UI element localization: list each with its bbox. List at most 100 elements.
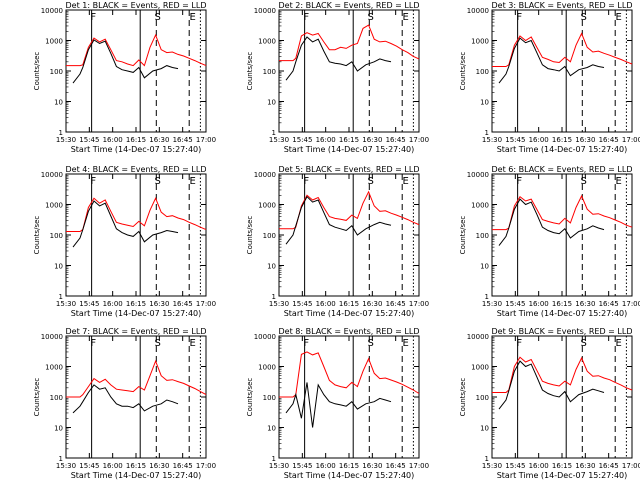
x-tick-label: 16:15 bbox=[552, 300, 572, 308]
x-tick-label: 16:30 bbox=[362, 462, 382, 470]
y-tick-label: 10 bbox=[480, 425, 489, 433]
x-tick-label: 17:00 bbox=[409, 300, 429, 308]
y-axis-label: Counts/sec bbox=[459, 378, 467, 417]
lld-series-line bbox=[492, 356, 633, 393]
x-axis-label: Start Time (14-Dec-07 15:27:40) bbox=[497, 145, 628, 154]
x-tick-label: 16:30 bbox=[149, 136, 169, 144]
marker-letter-s: S bbox=[155, 12, 161, 23]
lld-series-line bbox=[279, 24, 420, 62]
x-tick-label: 16:00 bbox=[103, 136, 123, 144]
x-tick-label: 15:30 bbox=[482, 300, 502, 308]
y-axis-label: Counts/sec bbox=[33, 378, 41, 417]
x-tick-label: 15:30 bbox=[56, 462, 76, 470]
y-tick-label: 1000 bbox=[258, 38, 276, 46]
x-tick-label: 16:00 bbox=[103, 462, 123, 470]
lld-series-line bbox=[66, 33, 207, 67]
marker-letter-s: S bbox=[155, 176, 161, 187]
x-tick-label: 15:45 bbox=[79, 462, 99, 470]
x-tick-label: 17:00 bbox=[196, 462, 216, 470]
panel-title: Det 7: BLACK = Events, RED = LLD bbox=[66, 327, 207, 336]
x-tick-label: 16:15 bbox=[126, 136, 146, 144]
x-tick-label: 15:45 bbox=[505, 136, 525, 144]
panel-title: Det 5: BLACK = Events, RED = LLD bbox=[279, 165, 420, 174]
y-tick-label: 1 bbox=[59, 293, 63, 301]
y-axis-label: Counts/sec bbox=[246, 216, 254, 255]
x-tick-label: 16:30 bbox=[575, 462, 595, 470]
x-tick-label: 15:30 bbox=[269, 300, 289, 308]
y-tick-label: 10 bbox=[267, 263, 276, 271]
y-tick-label: 10 bbox=[54, 99, 63, 107]
y-axis-label: Counts/sec bbox=[246, 378, 254, 417]
y-tick-label: 100 bbox=[263, 68, 276, 76]
x-axis-label: Start Time (14-Dec-07 15:27:40) bbox=[497, 309, 628, 318]
x-tick-label: 17:00 bbox=[196, 300, 216, 308]
marker-letter-f: F bbox=[516, 12, 522, 23]
y-tick-label: 1 bbox=[272, 293, 276, 301]
y-tick-label: 100 bbox=[50, 232, 63, 240]
x-tick-label: 16:45 bbox=[173, 462, 193, 470]
x-axis-label: Start Time (14-Dec-07 15:27:40) bbox=[284, 145, 415, 154]
x-tick-label: 16:15 bbox=[339, 462, 359, 470]
marker-letter-f: F bbox=[516, 176, 522, 187]
y-tick-label: 10 bbox=[480, 99, 489, 107]
plot-frame bbox=[491, 335, 633, 459]
marker-letter-e: E bbox=[616, 338, 622, 349]
x-tick-label: 15:45 bbox=[292, 136, 312, 144]
x-tick-label: 15:30 bbox=[56, 300, 76, 308]
y-tick-label: 100 bbox=[50, 68, 63, 76]
x-tick-label: 15:45 bbox=[292, 462, 312, 470]
y-tick-label: 1000 bbox=[45, 38, 63, 46]
plot-frame bbox=[65, 335, 207, 459]
marker-letter-e: E bbox=[403, 12, 409, 23]
marker-letter-e: E bbox=[190, 12, 196, 23]
x-tick-label: 17:00 bbox=[622, 136, 640, 144]
x-tick-label: 16:00 bbox=[529, 300, 549, 308]
x-axis-label: Start Time (14-Dec-07 15:27:40) bbox=[71, 145, 202, 154]
x-tick-label: 16:30 bbox=[362, 136, 382, 144]
x-tick-label: 16:00 bbox=[529, 462, 549, 470]
x-tick-label: 17:00 bbox=[622, 300, 640, 308]
y-tick-label: 100 bbox=[263, 232, 276, 240]
panel-det-9: Det 9: BLACK = Events, RED = LLD Counts/s… bbox=[459, 327, 640, 480]
x-axis-label: Start Time (14-Dec-07 15:27:40) bbox=[284, 309, 415, 318]
y-axis-label: Counts/sec bbox=[246, 52, 254, 91]
plot-frame bbox=[491, 9, 633, 133]
x-tick-label: 15:30 bbox=[56, 136, 76, 144]
marker-letter-s: S bbox=[368, 176, 374, 187]
panel-title: Det 1: BLACK = Events, RED = LLD bbox=[66, 1, 207, 10]
marker-letter-s: S bbox=[368, 12, 374, 23]
panel-det-6: Det 6: BLACK = Events, RED = LLD Counts/s… bbox=[459, 165, 640, 318]
marker-letter-f: F bbox=[90, 338, 96, 349]
x-tick-label: 16:45 bbox=[386, 462, 406, 470]
y-tick-label: 1 bbox=[485, 129, 489, 137]
panel-det-8: Det 8: BLACK = Events, RED = LLD Counts/s… bbox=[246, 327, 429, 480]
x-tick-label: 16:45 bbox=[386, 300, 406, 308]
panel-title: Det 8: BLACK = Events, RED = LLD bbox=[279, 327, 420, 336]
marker-letter-e: E bbox=[403, 338, 409, 349]
events-series-line bbox=[72, 384, 179, 414]
marker-letter-f: F bbox=[303, 338, 309, 349]
x-tick-label: 17:00 bbox=[409, 462, 429, 470]
y-tick-label: 1 bbox=[272, 129, 276, 137]
events-series-line bbox=[285, 382, 392, 428]
y-tick-label: 10 bbox=[480, 263, 489, 271]
y-tick-label: 100 bbox=[476, 232, 489, 240]
y-tick-label: 1000 bbox=[45, 364, 63, 372]
x-tick-label: 16:15 bbox=[552, 136, 572, 144]
y-tick-label: 10000 bbox=[467, 171, 489, 179]
lld-series-line bbox=[279, 351, 420, 398]
panel-det-4: Det 4: BLACK = Events, RED = LLD Counts/s… bbox=[33, 165, 216, 318]
lld-series-line bbox=[492, 194, 633, 231]
plot-frame bbox=[65, 173, 207, 297]
y-tick-label: 10000 bbox=[41, 7, 63, 15]
x-tick-label: 15:45 bbox=[505, 462, 525, 470]
x-tick-label: 15:45 bbox=[292, 300, 312, 308]
x-tick-label: 16:45 bbox=[599, 300, 619, 308]
y-tick-label: 1000 bbox=[258, 364, 276, 372]
marker-letter-s: S bbox=[581, 176, 587, 187]
y-tick-label: 10000 bbox=[254, 171, 276, 179]
marker-letter-f: F bbox=[90, 12, 96, 23]
y-tick-label: 1000 bbox=[471, 38, 489, 46]
